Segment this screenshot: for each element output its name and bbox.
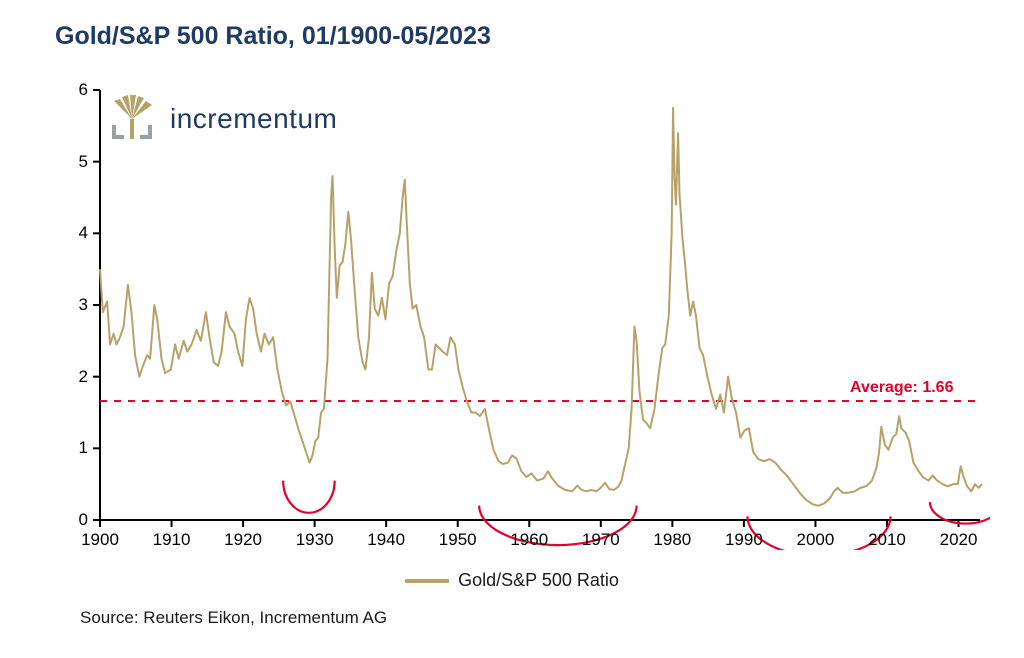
legend: Gold/S&P 500 Ratio: [0, 570, 1024, 591]
y-tick-label: 6: [66, 80, 88, 100]
y-tick-label: 3: [66, 295, 88, 315]
x-tick-label: 1920: [221, 530, 265, 550]
y-tick-label: 1: [66, 438, 88, 458]
legend-label: Gold/S&P 500 Ratio: [458, 570, 619, 590]
chart-title: Gold/S&P 500 Ratio, 01/1900-05/2023: [55, 22, 491, 51]
y-tick-label: 0: [66, 510, 88, 530]
x-tick-label: 1970: [579, 530, 623, 550]
x-tick-label: 2000: [793, 530, 837, 550]
brand-logo: incrementum: [108, 95, 337, 143]
x-tick-label: 1960: [507, 530, 551, 550]
plot-area: [70, 80, 990, 550]
brand-name: incrementum: [170, 103, 337, 135]
x-tick-label: 1980: [650, 530, 694, 550]
source-text: Source: Reuters Eikon, Incrementum AG: [80, 608, 387, 628]
x-tick-label: 1990: [722, 530, 766, 550]
chart-container: Gold/S&P 500 Ratio, 01/1900-05/2023 incr…: [0, 0, 1024, 658]
x-tick-label: 2020: [937, 530, 981, 550]
x-tick-label: 1930: [293, 530, 337, 550]
average-line-label: Average: 1.66: [850, 379, 953, 397]
x-tick-label: 2010: [865, 530, 909, 550]
legend-swatch: [405, 579, 449, 583]
x-tick-label: 1910: [150, 530, 194, 550]
x-tick-label: 1950: [436, 530, 480, 550]
y-tick-label: 4: [66, 223, 88, 243]
y-tick-label: 2: [66, 367, 88, 387]
incrementum-tree-icon: [108, 95, 156, 143]
x-tick-label: 1900: [78, 530, 122, 550]
x-tick-label: 1940: [364, 530, 408, 550]
plot-svg: [70, 80, 990, 550]
y-tick-label: 5: [66, 152, 88, 172]
